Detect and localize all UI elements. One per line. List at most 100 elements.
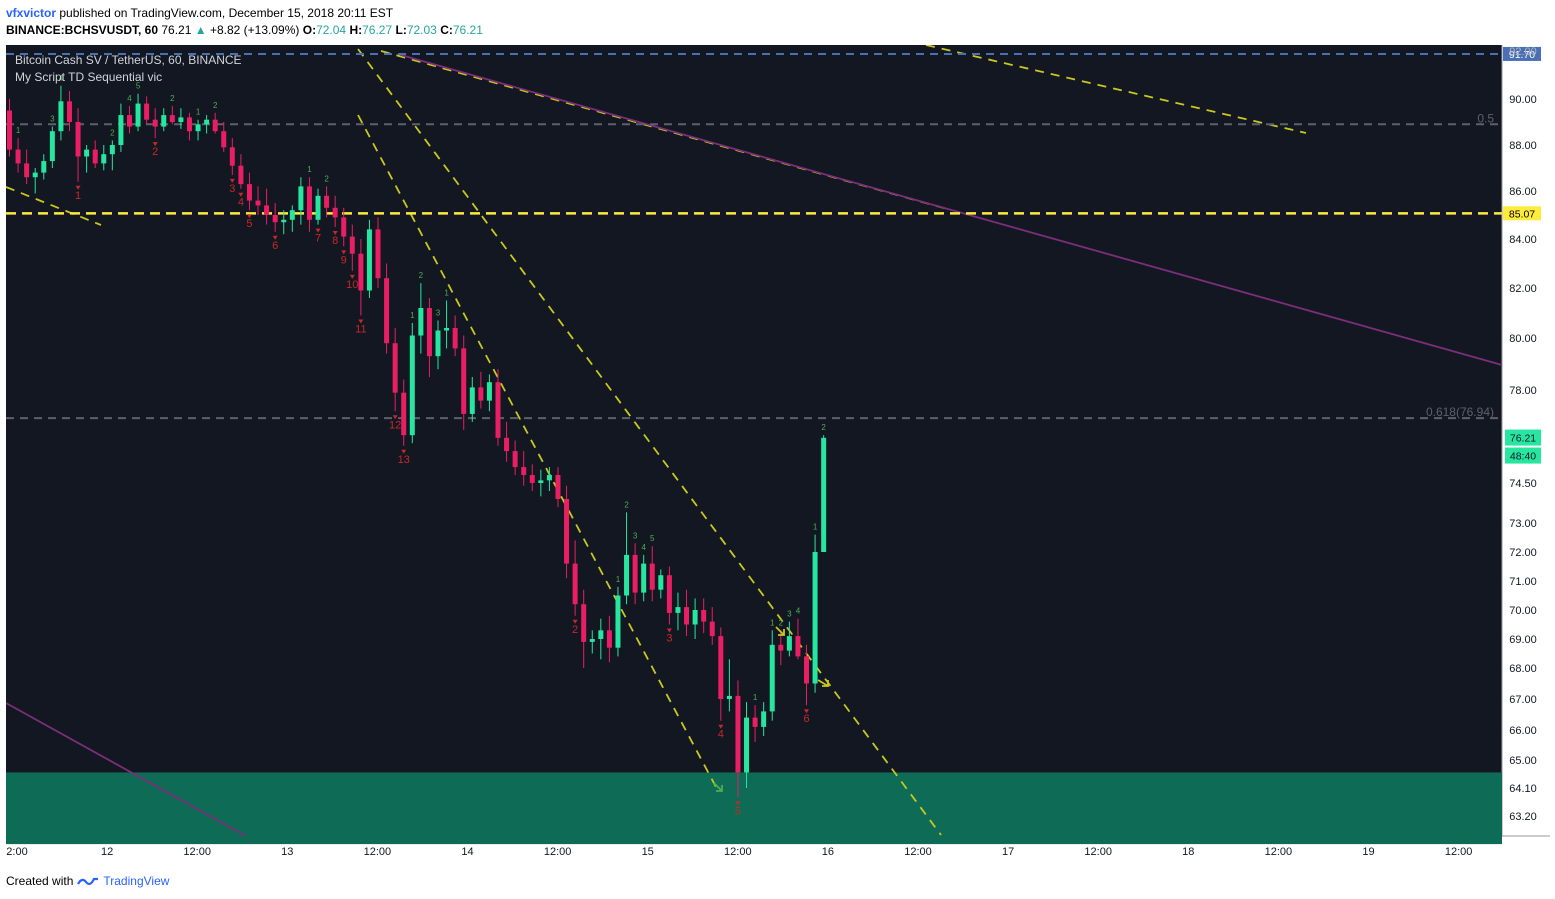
candle-body bbox=[178, 117, 184, 122]
td-setup-label: 2 bbox=[324, 174, 329, 183]
candle bbox=[666, 566, 672, 625]
candle-body bbox=[41, 161, 47, 173]
candle bbox=[24, 149, 30, 185]
candle bbox=[804, 644, 810, 706]
candle-body bbox=[32, 172, 38, 178]
candle bbox=[401, 379, 407, 446]
candle-body bbox=[298, 186, 304, 211]
price-tick: 71.00 bbox=[1509, 576, 1537, 588]
tradingview-link[interactable]: TradingView bbox=[103, 874, 170, 888]
candle-body bbox=[109, 145, 115, 155]
candle bbox=[529, 464, 535, 491]
candle bbox=[624, 512, 630, 605]
trend-line-5[interactable] bbox=[400, 54, 1503, 366]
candle-body bbox=[649, 563, 655, 590]
candle bbox=[289, 205, 295, 232]
candle bbox=[709, 607, 715, 645]
candle-body bbox=[49, 131, 55, 162]
candle bbox=[315, 188, 321, 225]
candle bbox=[821, 435, 827, 552]
candle-body bbox=[161, 115, 167, 127]
time-tick: 19 bbox=[1362, 846, 1374, 858]
trend-line-6[interactable] bbox=[5, 702, 247, 837]
td-count-label: 4 bbox=[238, 197, 244, 209]
candle bbox=[495, 369, 501, 446]
candle bbox=[135, 93, 141, 132]
low-label: L: bbox=[395, 23, 407, 37]
candle-body bbox=[624, 554, 630, 596]
ohlc-line: BINANCE:BCHSVUSDT, 60 76.21 ▲ +8.82 (+13… bbox=[6, 23, 483, 37]
candle-body bbox=[212, 119, 218, 132]
td-down-marker bbox=[341, 250, 347, 255]
candle bbox=[332, 195, 338, 227]
candle-body bbox=[186, 117, 192, 132]
candle bbox=[152, 108, 158, 139]
candle bbox=[555, 467, 561, 507]
td-setup-label: 1 bbox=[410, 311, 415, 320]
td-down-marker bbox=[358, 319, 364, 324]
candle bbox=[366, 219, 372, 298]
candle bbox=[264, 188, 270, 225]
candle bbox=[281, 210, 287, 235]
candle-body bbox=[7, 110, 12, 150]
candle bbox=[504, 421, 510, 462]
td-down-marker bbox=[272, 235, 278, 240]
candle-body bbox=[324, 195, 330, 208]
candle bbox=[701, 598, 707, 634]
td-setup-label: 5 bbox=[136, 82, 141, 91]
last-price-badge-label: 76.21 bbox=[1510, 433, 1536, 445]
fib-label-2: 0.5 bbox=[1477, 111, 1494, 125]
countdown-badge bbox=[1505, 447, 1541, 464]
arrow-marker-0 bbox=[713, 782, 723, 792]
candle bbox=[684, 589, 690, 637]
candle-body bbox=[306, 186, 312, 220]
candle-body bbox=[366, 229, 372, 291]
candle-body bbox=[564, 499, 570, 564]
trend-line-4[interactable] bbox=[925, 44, 1307, 134]
candle-body bbox=[426, 308, 432, 357]
candle bbox=[641, 554, 647, 602]
candle-body bbox=[769, 644, 775, 712]
candle-body bbox=[795, 636, 801, 657]
price-tick: 86.00 bbox=[1509, 186, 1537, 198]
td-count-label: 11 bbox=[355, 324, 366, 336]
candle bbox=[195, 119, 201, 141]
td-count-label: 1 bbox=[75, 190, 81, 202]
candle-body bbox=[444, 328, 450, 331]
candle bbox=[426, 298, 432, 377]
candle-body bbox=[144, 103, 150, 120]
candle bbox=[581, 589, 587, 668]
candle-body bbox=[692, 610, 698, 625]
candle bbox=[144, 96, 150, 125]
candle bbox=[632, 543, 638, 605]
trend-line-2[interactable] bbox=[357, 48, 942, 836]
td-count-label: 3 bbox=[229, 183, 235, 195]
candle-body bbox=[581, 604, 587, 642]
candle-body bbox=[341, 217, 347, 237]
candle bbox=[435, 320, 441, 370]
candle-body bbox=[821, 437, 827, 552]
candle bbox=[7, 99, 12, 157]
time-tick: 2:00 bbox=[6, 846, 27, 858]
candle bbox=[66, 91, 72, 132]
trend-line-0[interactable] bbox=[5, 186, 102, 226]
candle-body bbox=[486, 382, 492, 401]
symbol-label: BINANCE:BCHSVUSDT, 60 bbox=[6, 23, 159, 37]
td-count-label: 5 bbox=[735, 805, 741, 817]
created-with-text: Created with bbox=[6, 874, 74, 888]
td-count-label: 2 bbox=[572, 624, 578, 636]
candle-body bbox=[804, 656, 810, 684]
candle-body bbox=[632, 554, 638, 593]
candle bbox=[521, 451, 527, 486]
author-link[interactable]: vfxvictor bbox=[6, 6, 57, 20]
candle-body bbox=[735, 695, 741, 773]
candle-body bbox=[641, 563, 647, 593]
price-tick: 92.00 bbox=[1509, 46, 1537, 58]
td-setup-label: 5 bbox=[650, 534, 655, 543]
candle bbox=[418, 283, 424, 354]
candle-body bbox=[812, 552, 818, 684]
candle-body bbox=[452, 328, 458, 349]
time-tick: 12:00 bbox=[1084, 846, 1112, 858]
